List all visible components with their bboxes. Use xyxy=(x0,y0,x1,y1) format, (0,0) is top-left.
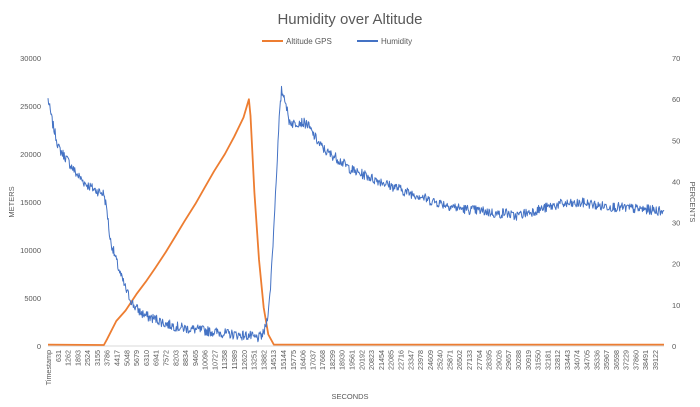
x-tick-label: 34074 xyxy=(573,350,582,370)
series-line-humidity xyxy=(47,85,665,343)
x-tick-label: 33443 xyxy=(563,350,572,370)
y-right-tick-label: 50 xyxy=(672,136,680,145)
x-tick-label: 8203 xyxy=(171,350,180,366)
y-left-tick-label: 0 xyxy=(37,342,41,351)
x-tick-label: 29657 xyxy=(504,350,513,370)
x-tick-label: 14513 xyxy=(269,350,278,370)
legend-label-humidity: Humidity xyxy=(381,37,412,46)
x-tick-label: 30919 xyxy=(524,350,533,370)
y-axis-right-title: PERCENTS xyxy=(688,182,697,223)
y-right-tick-label: 40 xyxy=(672,177,680,186)
x-tick-label: 9465 xyxy=(191,350,200,366)
legend-label-altitude: Altitude GPS xyxy=(286,37,332,46)
x-tick-label: 3786 xyxy=(103,350,112,366)
x-tick-label: 1893 xyxy=(73,350,82,366)
x-tick-label: 8834 xyxy=(181,350,190,366)
x-tick-label: 30288 xyxy=(514,350,523,370)
y-left-tick-label: 20000 xyxy=(20,150,41,159)
x-tick-label: 35967 xyxy=(602,350,611,370)
x-tick-label: 25240 xyxy=(436,350,445,370)
x-tick-label: 36598 xyxy=(612,350,621,370)
x-tick-label: 2524 xyxy=(83,350,92,366)
y-right-tick-label: 70 xyxy=(672,54,680,63)
x-tick-label: 15144 xyxy=(279,350,288,370)
y-right-tick-label: 0 xyxy=(672,342,676,351)
legend: Altitude GPS Humidity xyxy=(262,37,412,46)
x-tick-label: 3155 xyxy=(93,350,102,366)
y-right-tick-label: 20 xyxy=(672,260,680,269)
x-tick-label: 21454 xyxy=(377,350,386,370)
x-tick-label: 6941 xyxy=(152,350,161,366)
x-tick-label: 22716 xyxy=(396,350,405,370)
y-left-tick-label: 30000 xyxy=(20,54,41,63)
x-tick-label: 34705 xyxy=(582,350,591,370)
y-left-tick-label: 10000 xyxy=(20,246,41,255)
x-tick-label: 12620 xyxy=(240,350,249,370)
x-tick-label: 18299 xyxy=(328,350,337,370)
x-tick-label: 5048 xyxy=(122,350,131,366)
x-tick-label: 17668 xyxy=(318,350,327,370)
x-tick-label: 10096 xyxy=(201,350,210,370)
x-tick-label: 37860 xyxy=(631,350,640,370)
y-axis-left-ticks: 0 5000 10000 15000 20000 25000 30000 xyxy=(20,54,41,351)
y-left-tick-label: 15000 xyxy=(20,198,41,207)
x-tick-label: 10727 xyxy=(210,350,219,370)
y-left-tick-label: 5000 xyxy=(24,294,41,303)
x-tick-label: 5679 xyxy=(132,350,141,366)
x-tick-label: 22085 xyxy=(387,350,396,370)
x-tick-label: 13882 xyxy=(259,350,268,370)
x-tick-label: 15775 xyxy=(289,350,298,370)
x-tick-label: 20823 xyxy=(367,350,376,370)
series-layer xyxy=(47,85,665,346)
x-tick-label: 37229 xyxy=(622,350,631,370)
x-tick-label: 31550 xyxy=(534,350,543,370)
x-tick-label: 38491 xyxy=(641,350,650,370)
y-right-tick-label: 60 xyxy=(672,95,680,104)
x-tick-label: 27764 xyxy=(475,350,484,370)
chart-title: Humidity over Altitude xyxy=(277,11,422,28)
x-tick-label: 23978 xyxy=(416,350,425,370)
x-tick-label: 16406 xyxy=(299,350,308,370)
x-tick-label: Timestamp xyxy=(44,350,53,385)
x-tick-label: 19561 xyxy=(348,350,357,370)
x-tick-label: 11989 xyxy=(230,350,239,369)
x-axis-ticks: Timestamp 631 1262 1893 2524 3155 3786 4417 5048… xyxy=(44,350,660,385)
x-tick-label: 32812 xyxy=(553,350,562,370)
y-left-tick-label: 25000 xyxy=(20,102,41,111)
x-tick-label: 23347 xyxy=(406,350,415,370)
x-tick-label: 17037 xyxy=(308,350,317,370)
x-tick-label: 7572 xyxy=(161,350,170,366)
x-tick-label: 631 xyxy=(54,350,63,362)
x-tick-label: 24609 xyxy=(426,350,435,370)
x-tick-label: 39122 xyxy=(651,350,660,370)
x-tick-label: 11358 xyxy=(220,350,229,369)
x-tick-label: 13251 xyxy=(250,350,259,370)
x-tick-label: 28395 xyxy=(485,350,494,370)
y-axis-left-title: METERS xyxy=(7,186,16,217)
x-tick-label: 18930 xyxy=(338,350,347,370)
x-tick-label: 35336 xyxy=(592,350,601,370)
x-axis-title: SECONDS xyxy=(331,392,368,401)
x-tick-label: 26502 xyxy=(455,350,464,370)
series-line-altitude xyxy=(47,98,664,346)
y-right-tick-label: 30 xyxy=(672,219,680,228)
x-tick-label: 27133 xyxy=(465,350,474,370)
x-tick-label: 1262 xyxy=(64,350,73,366)
x-tick-label: 6310 xyxy=(142,350,151,366)
y-right-tick-label: 10 xyxy=(672,301,680,310)
x-tick-label: 32181 xyxy=(543,350,552,370)
x-tick-label: 29026 xyxy=(494,350,503,370)
x-tick-label: 25871 xyxy=(445,350,454,370)
x-tick-label: 20192 xyxy=(357,350,366,370)
x-tick-label: 4417 xyxy=(113,350,122,366)
y-axis-right-ticks: 0 10 20 30 40 50 60 70 xyxy=(672,54,680,351)
